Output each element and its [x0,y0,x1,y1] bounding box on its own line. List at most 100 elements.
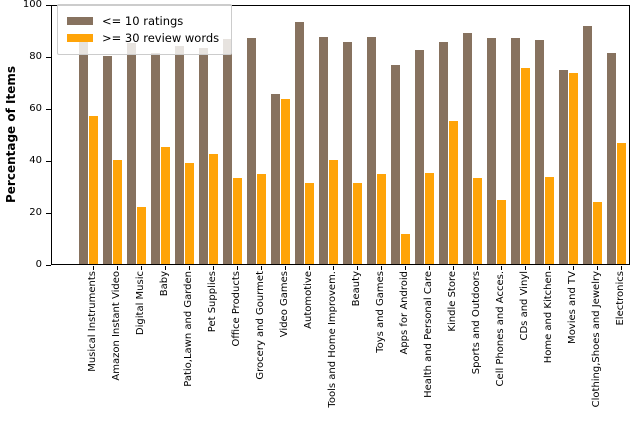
bar [295,22,304,264]
x-tick-label: Toys and Games [374,271,386,353]
y-tick-label: 20 [29,207,42,218]
bar [352,183,362,264]
bar [208,153,218,264]
legend: <= 10 ratings >= 30 review words [57,4,233,55]
x-tick-label: Baby [158,271,170,297]
y-tick-label: 100 [22,0,42,10]
legend-item: >= 30 review words [67,31,219,45]
x-tick-label: Pet Supplies [206,271,218,333]
y-tick-label: 80 [29,51,42,62]
legend-swatch-series-0 [67,17,93,25]
bar [103,56,112,264]
x-tick-label: Office Products [230,271,242,347]
x-tick [308,266,310,270]
x-tick [284,266,286,270]
bar [391,65,400,264]
y-tick [46,56,51,58]
y-tick [46,160,51,162]
x-tick [260,266,262,270]
legend-label: >= 30 review words [102,31,220,45]
x-tick [476,266,478,270]
bar [88,115,98,264]
x-tick [596,266,598,270]
x-tick-label: Apps for Android [398,271,410,355]
x-tick-label: Video Games [278,271,290,338]
bar [583,26,592,264]
x-tick-label: Electronics [614,271,626,326]
x-tick-label: Kindle Store [446,271,458,332]
y-tick [46,264,51,266]
bar [616,143,626,264]
bar [487,37,496,264]
x-tick-label: Movies and TV [566,271,578,344]
bar [223,39,232,264]
bar [367,36,376,264]
y-tick-label: 60 [29,103,42,114]
x-tick-label: Patio,Lawn and Garden [182,271,194,387]
x-tick [452,266,454,270]
bar [175,45,184,264]
y-tick [46,212,51,214]
x-tick [524,266,526,270]
x-tick [92,266,94,270]
bar [439,41,448,264]
x-tick-label: Sports and Outdoors [470,271,482,375]
bar [496,200,506,264]
x-tick-label: Grocery and Gourmet [254,271,266,380]
bar [415,49,424,264]
bar [112,160,122,264]
bar [607,53,616,264]
bar [232,178,242,264]
bar [568,72,578,264]
x-tick [236,266,238,270]
y-axis-label: Percentage of Items [4,66,18,204]
legend-swatch-series-1 [67,34,93,42]
bar [271,93,280,264]
x-tick [620,266,622,270]
x-tick [188,266,190,270]
bar [136,206,146,264]
bar [199,48,208,264]
bar [400,234,410,264]
x-tick [380,266,382,270]
x-tick-label: Musical Instruments [86,271,98,372]
x-tick-label: CDs and Vinyl [518,271,530,341]
y-tick [46,4,51,6]
legend-item: <= 10 ratings [67,14,219,28]
bar [544,176,554,264]
bar [151,53,160,264]
x-tick [116,266,118,270]
bar [559,70,568,264]
bar [304,183,314,264]
bar [280,98,290,264]
x-tick [500,266,502,270]
x-tick-label: Amazon Instant Video [110,271,122,381]
bar [256,174,266,264]
legend-label: <= 10 ratings [102,14,184,28]
bar [535,40,544,264]
x-tick-label: Beauty [350,271,362,307]
x-tick [332,266,334,270]
bar [463,32,472,264]
bar [127,43,136,264]
x-tick [212,266,214,270]
x-tick-label: Automotive [302,271,314,329]
bar [376,174,386,264]
bar [328,160,338,264]
x-tick-label: Clothing,Shoes and Jewelry [590,271,602,408]
x-tick [356,266,358,270]
x-tick-label: Cell Phones and Acces. [494,271,506,387]
y-axis-label-box: Percentage of Items [2,5,20,265]
bar [592,201,602,264]
bar [424,173,434,264]
x-tick-label: Tools and Home Improvem. [326,271,338,408]
y-tick-label: 0 [35,259,42,270]
y-tick [46,108,51,110]
x-tick [572,266,574,270]
bar [184,162,194,264]
x-tick [548,266,550,270]
x-tick-label: Home and Kitchen [542,271,554,364]
bar [319,36,328,264]
bar [511,37,520,264]
x-tick [404,266,406,270]
